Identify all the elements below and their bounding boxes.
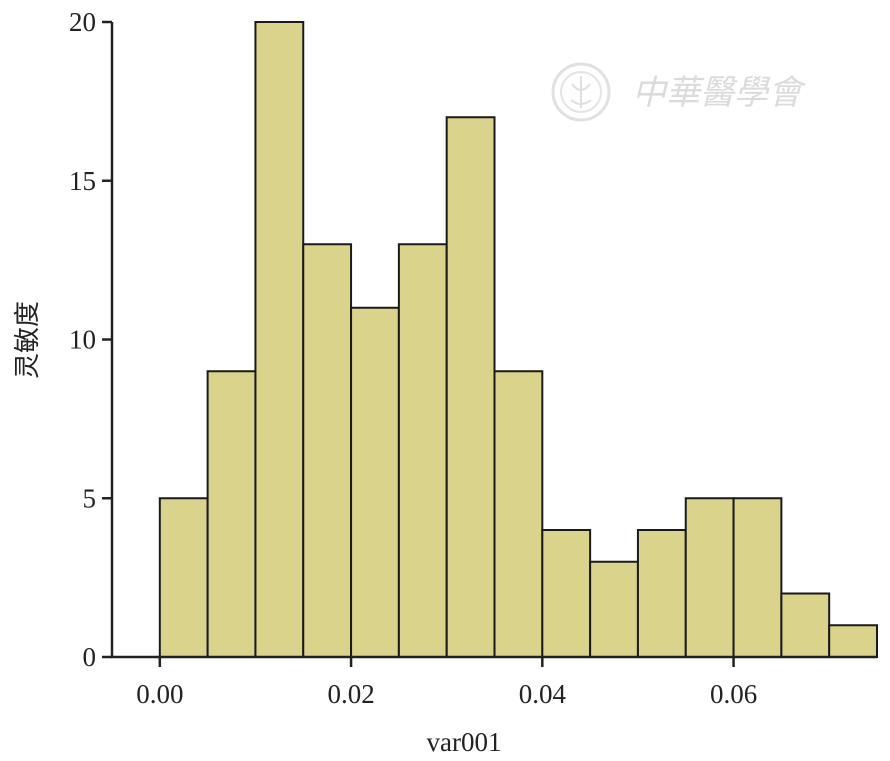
histogram-bar <box>445 116 496 658</box>
x-tick-label: 0.02 <box>327 679 374 709</box>
histogram-bar <box>254 21 305 658</box>
histogram-bar <box>636 529 687 658</box>
histogram-bar <box>828 624 878 658</box>
histogram-bar <box>302 243 353 658</box>
histogram-bar <box>780 592 831 658</box>
y-tick-label: 0 <box>83 642 97 672</box>
x-ticks-group: 0.00 0.02 0.04 0.06 <box>136 657 757 709</box>
y-tick-label: 5 <box>83 483 97 513</box>
histogram-bar <box>589 560 639 658</box>
bars-group <box>158 21 878 658</box>
histogram-bar <box>684 497 735 658</box>
x-tick-label: 0.00 <box>136 679 183 709</box>
y-tick-label: 10 <box>69 325 96 355</box>
y-tick-label: 20 <box>69 7 96 37</box>
y-axis-title: 灵敏度 <box>13 301 43 379</box>
x-axis-title: var001 <box>427 727 502 757</box>
watermark-text: 中華醫學會 <box>632 73 807 113</box>
x-tick-label: 0.06 <box>710 679 757 709</box>
x-tick-label: 0.04 <box>519 679 567 709</box>
y-ticks-group: 0 5 10 15 20 <box>69 7 112 672</box>
histogram-bar <box>350 306 400 658</box>
watermark: 中華醫學會 <box>551 62 807 122</box>
seal-logo-icon <box>551 62 611 122</box>
histogram-bar <box>541 529 592 658</box>
y-tick-label: 15 <box>69 166 96 196</box>
histogram-bar <box>158 497 209 658</box>
histogram-bar <box>206 370 257 658</box>
histogram-bar <box>732 497 783 658</box>
histogram-bar <box>397 243 448 658</box>
histogram-bar <box>493 370 544 658</box>
